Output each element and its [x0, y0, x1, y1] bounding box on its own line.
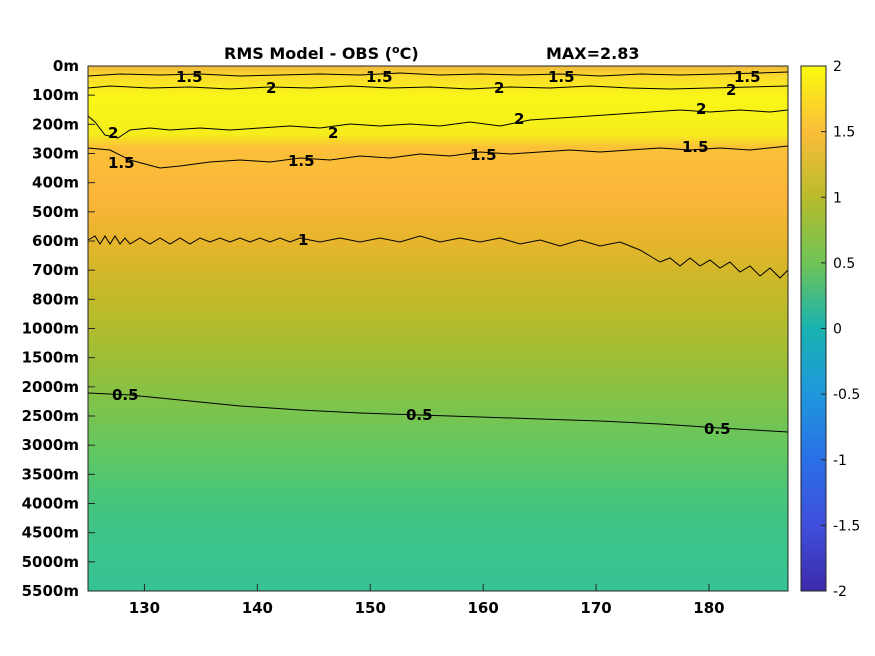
- y-tick-label: 100m: [32, 86, 79, 104]
- contour-label-2-f: 2: [514, 110, 524, 128]
- contour-label-1-5-e: 1.5: [108, 154, 135, 172]
- chart-title-degree: o: [392, 43, 400, 56]
- contour-label-1-5-d: 1.5: [734, 68, 761, 86]
- contour-label-0-5-b: 0.5: [406, 406, 433, 424]
- x-tick-label: 170: [580, 599, 611, 617]
- contour-2-upper: [87, 85, 789, 90]
- contour-label-1: 1: [298, 231, 308, 249]
- contour-label-1-5-h: 1.5: [682, 138, 709, 156]
- y-tick-label: 800m: [32, 290, 79, 308]
- contour-label-0-5-a: 0.5: [112, 386, 139, 404]
- x-tick-label: 160: [468, 599, 499, 617]
- colorbar-ticks: 2 1.5 1 0.5 0 -0.5 -1 -1.5 -2: [821, 59, 860, 600]
- y-tick-label: 5500m: [22, 582, 79, 600]
- contour-label-1-5-g: 1.5: [470, 146, 497, 164]
- y-axis: 0m 100m 200m 300m 400m 500m 600m 700m 800m 1000m 1…: [22, 57, 95, 600]
- y-tick-label: 4500m: [22, 524, 79, 542]
- contour-0-5: [87, 392, 789, 433]
- y-tick-label: 2000m: [22, 378, 79, 396]
- contour-label-1-5-c: 1.5: [548, 68, 575, 86]
- contour-label-2-c: 2: [726, 81, 736, 99]
- colorbar-tick-label: 0: [833, 322, 842, 338]
- contour-label-2-e: 2: [328, 124, 338, 142]
- contour-label-1-5-a: 1.5: [176, 68, 203, 86]
- contour-labels: 1.5 1.5 1.5 1.5 2 2 2 2 2 2 2 1.5 1.5 1.…: [108, 68, 761, 438]
- y-tick-label: 2500m: [22, 407, 79, 425]
- contour-2-lower: [87, 109, 789, 139]
- chart-title-unit: C): [400, 44, 419, 63]
- contour-lines: [87, 71, 789, 433]
- contour-label-2-b: 2: [494, 79, 504, 97]
- colorbar-tick-label: -0.5: [833, 387, 860, 403]
- contour-label-0-5-c: 0.5: [704, 420, 731, 438]
- y-tick-label: 3500m: [22, 465, 79, 483]
- contour-label-1-5-f: 1.5: [288, 152, 315, 170]
- max-annotation: MAX=2.83: [546, 44, 640, 63]
- contour-label-2-a: 2: [266, 79, 276, 97]
- x-axis: 130 140 150 160 170 180: [129, 584, 725, 617]
- y-tick-label: 200m: [32, 115, 79, 133]
- colorbar-tick-label: -1: [833, 453, 847, 469]
- contour-label-2-d: 2: [108, 124, 118, 142]
- y-tick-label: 300m: [32, 145, 79, 163]
- y-tick-label: 700m: [32, 261, 79, 279]
- y-tick-label: 400m: [32, 174, 79, 192]
- x-tick-label: 150: [355, 599, 386, 617]
- x-tick-label: 140: [242, 599, 273, 617]
- colorbar-tick-label: 2: [833, 59, 842, 75]
- contour-1: [87, 235, 789, 279]
- y-tick-label: 0m: [53, 57, 79, 75]
- x-tick-label: 130: [129, 599, 160, 617]
- colorbar-tick-label: -1.5: [833, 518, 860, 534]
- y-tick-label: 600m: [32, 232, 79, 250]
- y-tick-label: 4000m: [22, 495, 79, 513]
- colorbar-tick-label: -2: [833, 584, 847, 600]
- chart-title: RMS Model - OBS (oC): [224, 43, 419, 63]
- colorbar-tick-label: 0.5: [833, 256, 855, 272]
- y-tick-label: 5000m: [22, 553, 79, 571]
- contour-label-2-g: 2: [696, 100, 706, 118]
- x-tick-label: 180: [693, 599, 724, 617]
- chart-title-main: RMS Model - OBS (: [224, 44, 392, 63]
- contour-label-1-5-b: 1.5: [366, 68, 393, 86]
- y-tick-label: 500m: [32, 203, 79, 221]
- y-tick-label: 3000m: [22, 436, 79, 454]
- y-tick-label: 1500m: [22, 349, 79, 367]
- colorbar-tick-label: 1.5: [833, 125, 855, 141]
- y-tick-label: 1000m: [22, 320, 79, 338]
- contour-1-5-lower: [87, 145, 789, 169]
- contour-1-5-top: [87, 71, 789, 77]
- plot-field: [88, 66, 788, 591]
- colorbar-tick-label: 1: [833, 190, 842, 206]
